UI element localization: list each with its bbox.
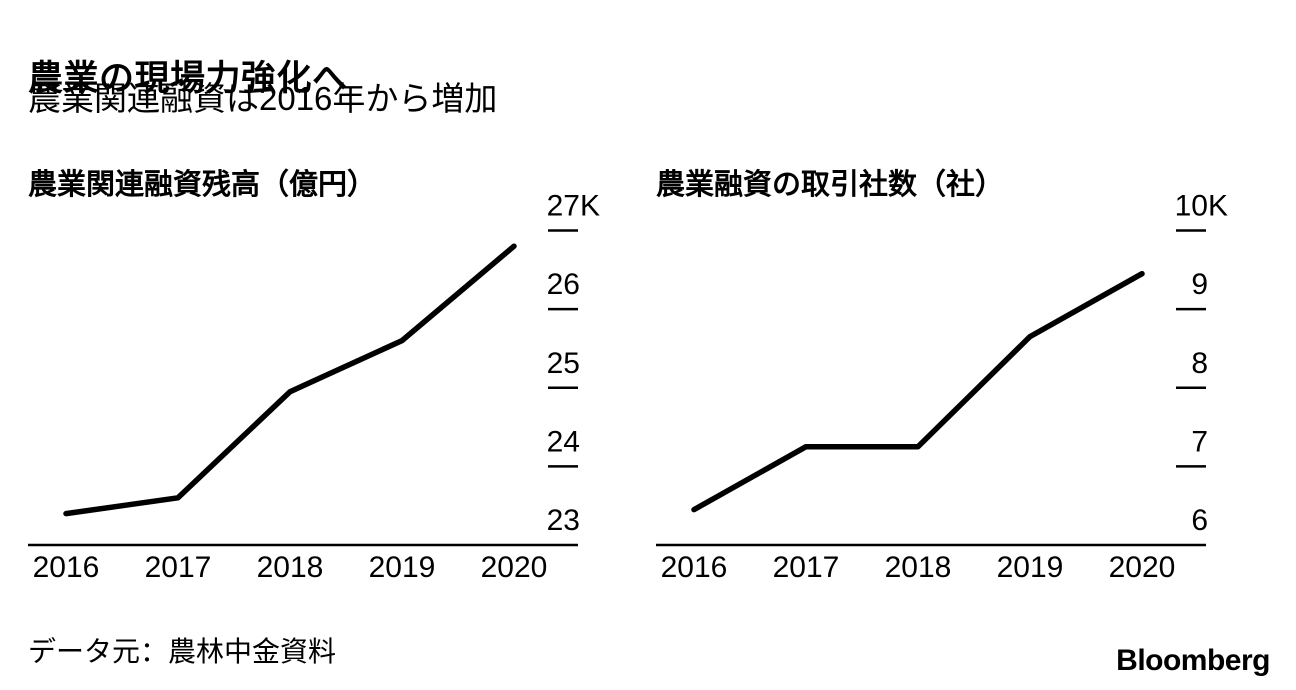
bloomberg-logo: Bloomberg [1116,644,1270,677]
y-tick-label: 23 [547,504,580,537]
y-axis-unit-suffix: K [1208,190,1228,223]
y-tick-label: 24 [547,425,580,458]
page-subtitle: 農業関連融資は2016年から増加 [28,80,498,117]
x-tick-label: 2020 [481,551,548,584]
data-series-line [63,243,517,517]
y-tick-label: 6 [1191,504,1208,537]
x-tick-label: 2018 [257,551,324,584]
data-source-note: データ元：農林中金資料 [28,636,337,667]
y-tick-label: 25 [547,347,580,380]
data-series-line [691,270,1145,513]
chart-title-client-count: 農業融資の取引社数（社） [656,169,1005,202]
y-tick-label: 8 [1191,347,1208,380]
x-tick-label: 2018 [885,551,952,584]
y-tick-label: 26 [547,268,580,301]
y-tick-label: 9 [1191,268,1208,301]
y-tick-label: 27 [547,190,580,223]
x-tick-label: 2016 [33,551,100,584]
y-axis-unit-suffix: K [580,190,600,223]
page-title: 農業の現場力強化へ [28,59,348,99]
x-tick-label: 2019 [369,551,436,584]
chart-title-loan-balance: 農業関連融資残高（億円） [28,169,377,202]
y-tick-label: 7 [1191,425,1208,458]
line-chart-loan-balance: 27 K 26 25 24 23 2016 2017 2018 2019 2020 [28,190,600,584]
x-tick-label: 2019 [997,551,1064,584]
line-chart-client-count: 10 K 9 8 7 6 2016 2017 2018 2019 2020 [656,190,1228,584]
x-tick-label: 2017 [145,551,212,584]
x-tick-label: 2017 [773,551,840,584]
x-tick-label: 2020 [1109,551,1176,584]
y-tick-label: 10 [1175,190,1208,223]
x-tick-label: 2016 [661,551,728,584]
